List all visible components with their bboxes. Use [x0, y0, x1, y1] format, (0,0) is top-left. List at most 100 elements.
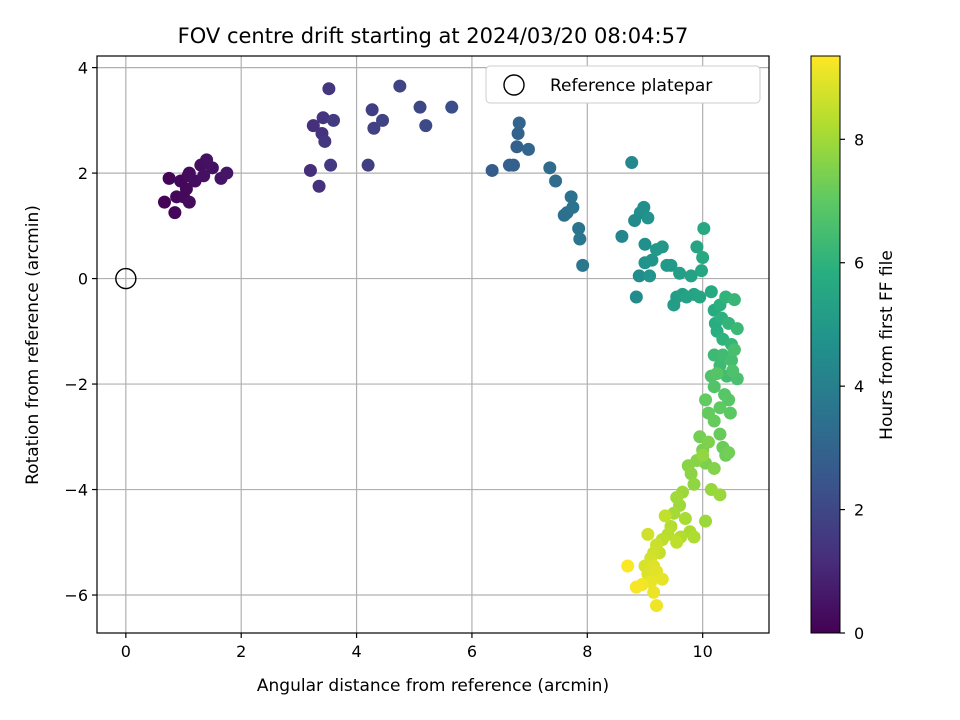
colorbar-label: Hours from first FF file [877, 250, 897, 440]
data-point [650, 599, 664, 613]
x-tick-label: 8 [582, 642, 592, 661]
x-tick-label: 4 [351, 642, 361, 661]
data-point [367, 121, 381, 135]
data-point [512, 116, 526, 130]
data-point [664, 258, 678, 272]
data-point [707, 414, 721, 428]
colorbar-tick-label: 0 [854, 624, 864, 643]
y-axis-label: Rotation from reference (arcmin) [23, 205, 43, 485]
gridlines [97, 56, 769, 633]
data-point [510, 140, 524, 154]
data-point [670, 490, 684, 504]
data-point [701, 435, 715, 449]
data-point [419, 119, 433, 133]
data-point [306, 119, 320, 133]
data-points [157, 79, 744, 613]
y-tick-label: 0 [78, 270, 88, 289]
data-point [445, 100, 459, 114]
x-axis-ticks: 0 2 4 6 8 10 [121, 633, 713, 661]
data-point [572, 221, 586, 235]
data-point [696, 448, 710, 462]
data-point [699, 514, 713, 528]
legend-box [485, 65, 761, 104]
data-point [678, 512, 692, 526]
data-point [637, 200, 651, 214]
x-tick-label: 6 [467, 642, 477, 661]
data-point [655, 572, 669, 586]
data-point [726, 364, 740, 378]
data-point [303, 163, 317, 177]
colorbar-tick-label: 2 [854, 501, 864, 520]
data-point [722, 393, 736, 407]
colorbar-tick-label: 6 [854, 254, 864, 273]
data-point [413, 100, 427, 114]
data-point [723, 406, 737, 420]
x-tick-label: 0 [121, 642, 131, 661]
data-point [376, 113, 390, 127]
data-point [690, 240, 704, 254]
data-point [506, 158, 520, 172]
data-point [632, 269, 646, 283]
y-tick-label: 4 [78, 59, 88, 78]
x-tick-label: 10 [692, 642, 712, 661]
data-point [326, 113, 340, 127]
reference-platepar-point [115, 267, 137, 290]
data-point [713, 401, 727, 415]
data-point [324, 158, 338, 172]
data-point [641, 527, 655, 541]
data-point [393, 79, 407, 93]
data-point [564, 190, 578, 204]
data-point [647, 585, 661, 599]
colorbar-tick-label: 8 [854, 130, 864, 149]
data-point [621, 559, 635, 573]
data-point [722, 446, 736, 460]
x-tick-label: 2 [236, 642, 246, 661]
data-point [157, 195, 171, 209]
data-point [658, 509, 672, 523]
data-point [641, 211, 655, 225]
data-point [727, 343, 741, 357]
data-point [318, 134, 332, 148]
data-point [638, 237, 652, 251]
data-point [696, 250, 710, 264]
y-axis-ticks: −6 −4 −2 0 2 4 [64, 59, 97, 605]
data-point [576, 258, 590, 272]
data-point [693, 290, 707, 304]
data-point [707, 380, 721, 394]
data-point [511, 127, 525, 141]
data-point [168, 206, 182, 220]
data-point [707, 461, 721, 475]
colorbar-ticks: 0 2 4 6 8 [840, 130, 864, 643]
data-point [521, 142, 535, 156]
data-point [684, 467, 698, 481]
data-point [485, 163, 499, 177]
data-point [673, 266, 687, 280]
data-point [645, 253, 659, 267]
y-tick-label: 2 [78, 164, 88, 183]
data-point [687, 530, 701, 544]
data-point [687, 477, 701, 491]
data-point [727, 293, 741, 307]
data-point [179, 182, 193, 196]
data-point [695, 264, 709, 278]
legend-reference-marker [503, 74, 525, 96]
data-point [643, 269, 657, 283]
data-point [629, 290, 643, 304]
data-point [365, 103, 379, 117]
data-point [573, 232, 587, 246]
data-point [655, 240, 669, 254]
data-point [549, 174, 563, 188]
data-point [730, 322, 744, 336]
data-point [197, 169, 211, 183]
data-point [316, 111, 330, 125]
y-tick-label: −6 [64, 586, 88, 605]
data-point [713, 488, 727, 502]
data-point [670, 535, 684, 549]
data-point [684, 269, 698, 283]
y-tick-label: −4 [64, 481, 88, 500]
legend: Reference platepar [485, 65, 761, 104]
data-point [615, 229, 629, 243]
data-point [713, 427, 727, 441]
data-point [699, 393, 713, 407]
